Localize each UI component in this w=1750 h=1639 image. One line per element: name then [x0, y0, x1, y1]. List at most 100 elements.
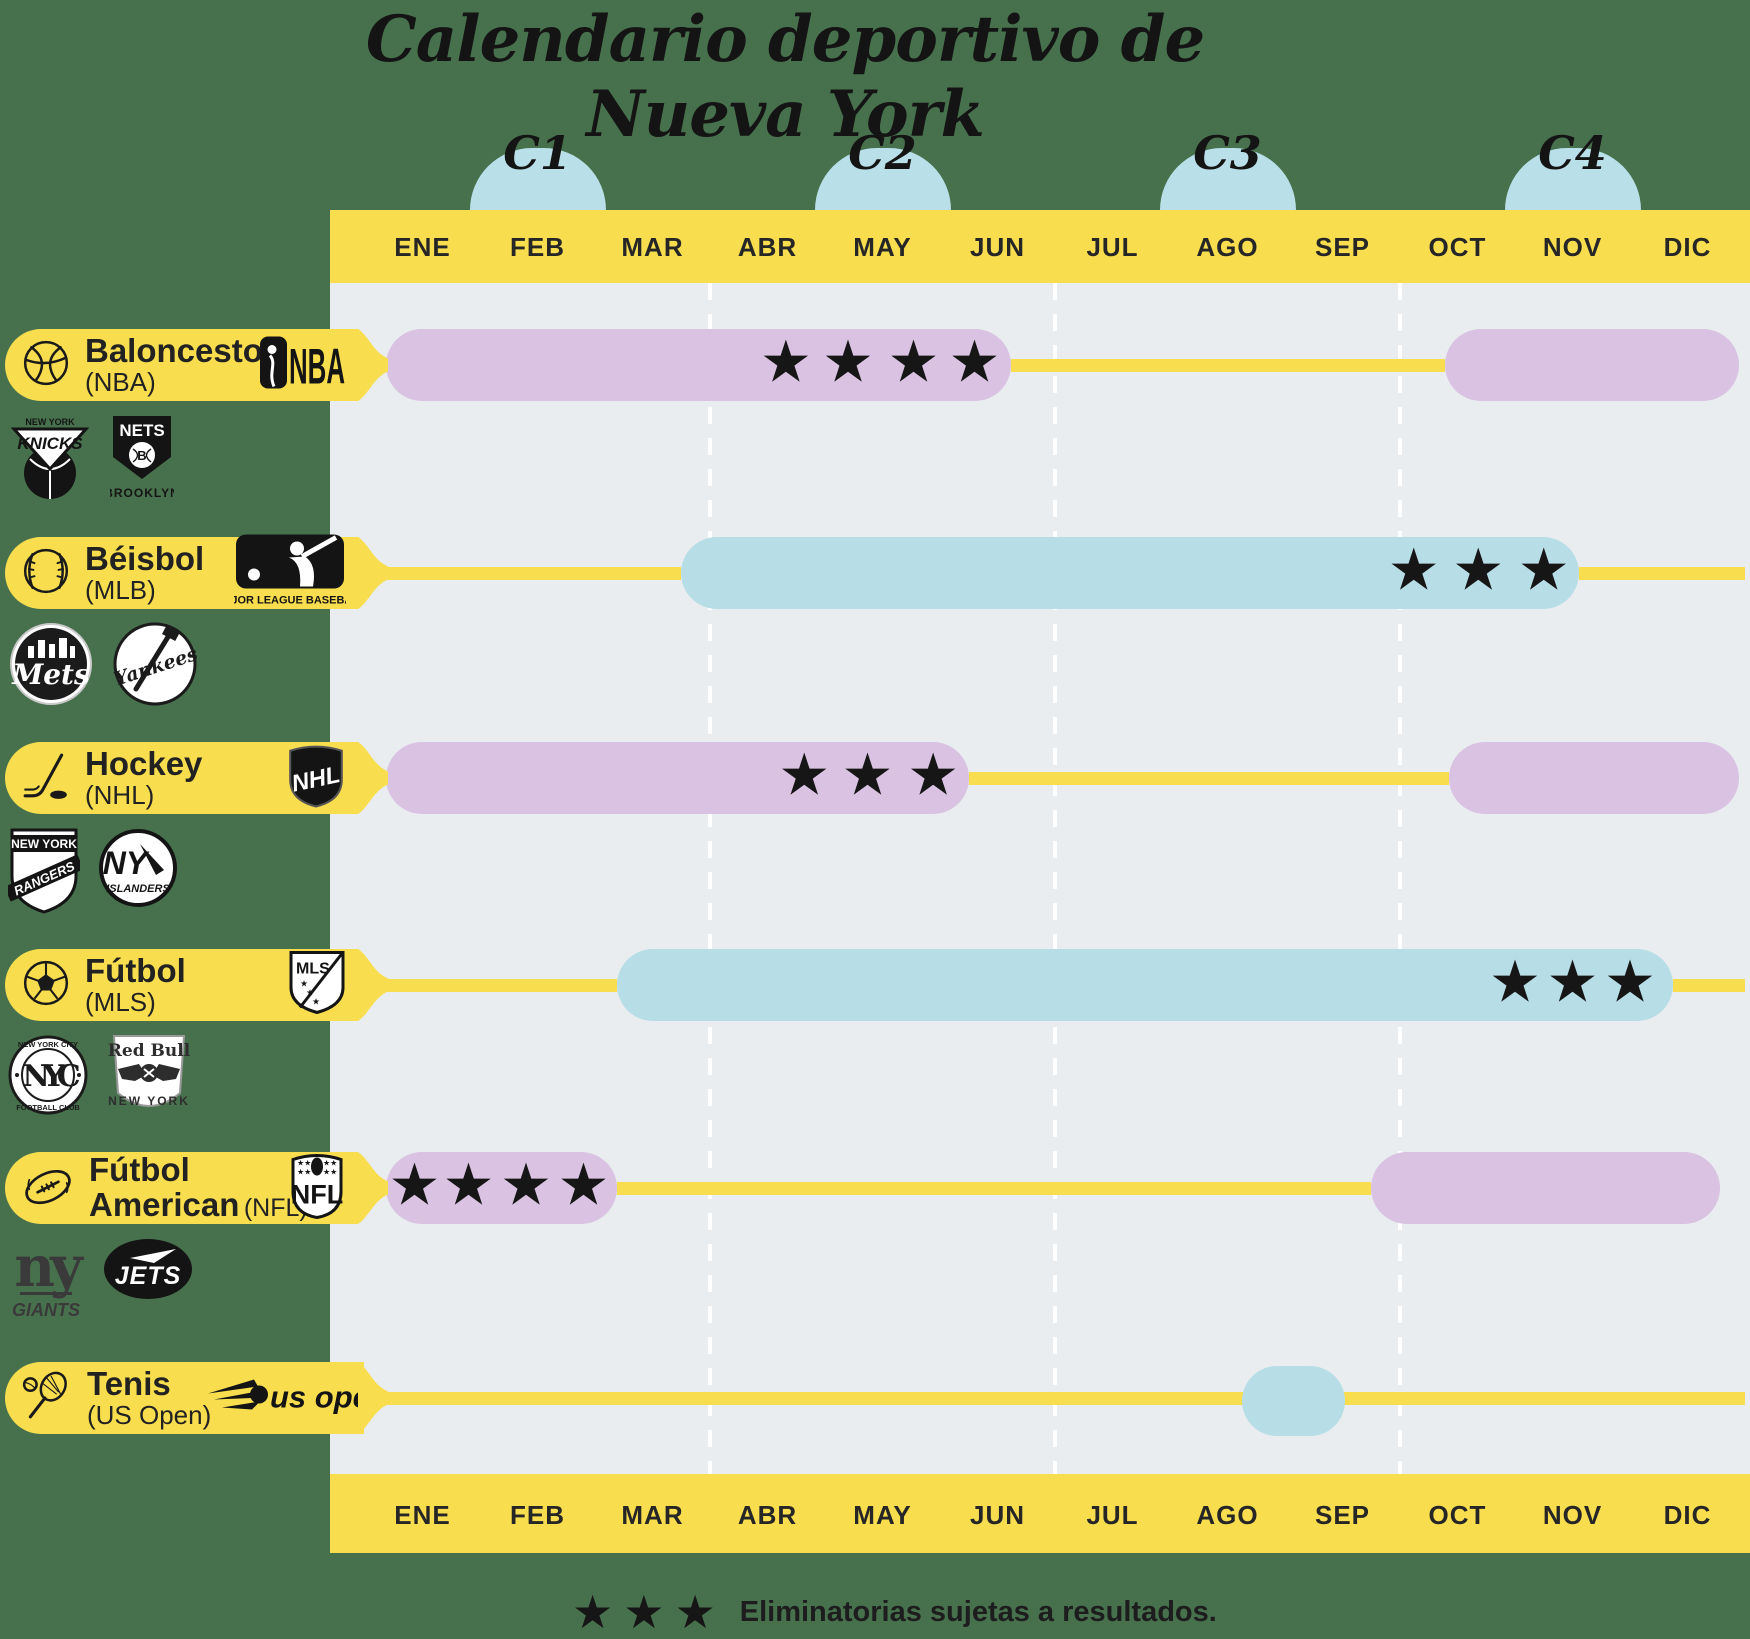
- season-line-baloncesto: [1011, 358, 1445, 372]
- season-line-futbol: [385, 978, 617, 992]
- sport-league-abbr: (US Open): [87, 1399, 212, 1430]
- month-label-OCT: OCT: [1428, 1500, 1487, 1530]
- page-title: Calendario deportivo de Nueva York: [365, 2, 1205, 152]
- sport-league-abbr: (NHL): [85, 779, 155, 810]
- sport-label-text: Béisbol (MLB): [85, 540, 205, 604]
- playoff-star-icon: ★: [442, 1152, 495, 1218]
- playoff-star-icon: ★: [500, 1152, 552, 1218]
- playoff-star-icon: ★: [887, 329, 940, 395]
- month-label-DIC: DIC: [1663, 1500, 1712, 1530]
- playoff-star-icon: ★: [388, 1152, 441, 1218]
- sport-label-text: Fútbol American (NFL): [89, 1153, 308, 1222]
- playoff-star-icon: ★: [841, 742, 894, 808]
- sport-league-abbr: (NBA): [85, 366, 156, 397]
- svg-text:NBA: NBA: [289, 339, 345, 391]
- sport-name: Hockey: [85, 745, 203, 783]
- giants-logo: ny GIANTS: [8, 1234, 89, 1331]
- sport-label-baloncesto: Baloncesto (NBA) NBA: [5, 329, 358, 401]
- label-connector: [358, 1152, 388, 1224]
- sport-label-futbol: Fútbol (MLS) MLS ★ ★ ★: [5, 949, 358, 1021]
- month-label-OCT: OCT: [1428, 232, 1487, 262]
- playoff-star-icon: ★: [907, 742, 960, 808]
- quarter-label-C1: C1: [503, 126, 572, 180]
- quarter-divider: [708, 283, 712, 1474]
- month-label-JUN: JUN: [969, 1500, 1026, 1530]
- season-line-beisbol: [1579, 566, 1745, 580]
- team-logos-beisbol: Mets Yankees: [8, 621, 238, 717]
- svg-text:NETS: NETS: [119, 421, 164, 440]
- svg-text:ISLANDERS: ISLANDERS: [106, 883, 170, 895]
- playoff-star-icon: ★: [1604, 949, 1656, 1015]
- month-label-AGO: AGO: [1196, 1500, 1259, 1530]
- svg-text:MAJOR LEAGUE BASEBALL: MAJOR LEAGUE BASEBALL: [234, 595, 346, 607]
- month-label-JUL: JUL: [1086, 1500, 1139, 1530]
- soccer-ball-icon: [21, 958, 71, 1013]
- mets-logo: Mets: [8, 621, 94, 712]
- team-logos-futbol-americano: ny GIANTS JETS: [8, 1234, 238, 1332]
- playoff-star-icon: ★: [557, 1152, 610, 1218]
- month-label-JUL: JUL: [1086, 232, 1139, 262]
- month-label-ENE: ENE: [394, 1500, 451, 1530]
- rangers-logo: NEW YORK RANGERS: [4, 826, 84, 921]
- season-bar-hockey: [1449, 742, 1740, 814]
- season-bar-tenis: [1242, 1366, 1345, 1436]
- svg-text:NY: NY: [103, 845, 150, 881]
- sport-label-futbol-americano: Fútbol American (NFL) ★★ ★★ ★★ ★★ NFL: [5, 1152, 358, 1224]
- svg-text:NEW YORK CITY: NEW YORK CITY: [18, 1040, 78, 1049]
- mls-logo: MLS ★ ★ ★: [288, 950, 346, 1021]
- legend-text: Eliminatorias sujetas a resultados.: [739, 1595, 1217, 1628]
- playoff-star-icon: ★: [948, 329, 1001, 395]
- mlb-logo: MAJOR LEAGUE BASEBALL: [214, 533, 366, 614]
- month-label-FEB: FEB: [510, 1500, 565, 1530]
- season-bar-baloncesto: [1444, 329, 1740, 401]
- sport-name: Tenis: [87, 1365, 171, 1403]
- nba-logo: NBA: [260, 335, 346, 396]
- playoff-star-icon: ★: [1517, 537, 1570, 603]
- month-label-NOV: NOV: [1542, 232, 1603, 262]
- month-label-SEP: SEP: [1314, 1500, 1371, 1530]
- nycfc-logo: NEW YORK CITY FOOTBALL CLUB NYC: [8, 1033, 88, 1122]
- label-connector: [358, 949, 388, 1021]
- season-bar-futbol: [616, 949, 1673, 1021]
- season-bar-beisbol: [681, 537, 1580, 609]
- season-line-futbol-americano: [616, 1181, 1372, 1195]
- legend-star-icon: ★: [572, 1586, 614, 1638]
- playoff-star-icon: ★: [1546, 949, 1599, 1015]
- month-label-ABR: ABR: [737, 1500, 798, 1530]
- quarter-label-C4: C4: [1538, 126, 1607, 180]
- sport-label-tenis: Tenis(US Open) us open: [5, 1362, 389, 1434]
- sport-name: Fútbol: [85, 952, 186, 990]
- season-bar-futbol-americano: [1371, 1152, 1720, 1224]
- sport-name: Béisbol: [85, 540, 205, 578]
- svg-text:★★: ★★: [297, 1159, 311, 1168]
- playoff-star-icon: ★: [1387, 537, 1440, 603]
- sport-label-text: Baloncesto (NBA): [85, 332, 263, 397]
- sport-label-text: Fútbol (MLS): [85, 952, 186, 1016]
- svg-text:ny: ny: [14, 1236, 84, 1300]
- month-axis-top: ENE FEB MAR ABR MAY JUN JUL AGO SEP OCT NOV DIC: [330, 210, 1750, 283]
- svg-text:BROOKLYN: BROOKLYN: [110, 486, 174, 500]
- quarter-label-C2: C2: [848, 126, 917, 180]
- season-line-futbol: [1672, 978, 1745, 992]
- svg-text:FOOTBALL CLUB: FOOTBALL CLUB: [16, 1103, 80, 1112]
- svg-text:★: ★: [312, 997, 320, 1007]
- legend-star-icons: ★ ★ ★: [572, 1589, 726, 1635]
- month-label-AGO: AGO: [1196, 232, 1259, 262]
- month-label-ABR: ABR: [737, 232, 798, 262]
- svg-text:NEW YORK: NEW YORK: [108, 1094, 190, 1108]
- sport-name: Fútbol: [89, 1151, 190, 1189]
- season-line-tenis: [385, 1391, 1745, 1405]
- month-axis-bottom: ENE FEB MAR ABR MAY JUN JUL AGO SEP OCT NOV DIC: [330, 1474, 1750, 1553]
- svg-text:KNICKS: KNICKS: [17, 434, 83, 453]
- sport-label-beisbol: Béisbol(MLB) MAJOR LEAGUE BASEBALL: [5, 534, 366, 609]
- playoff-star-icon: ★: [1489, 949, 1541, 1015]
- svg-text:★★: ★★: [323, 1159, 337, 1168]
- svg-text:NFL: NFL: [291, 1180, 343, 1210]
- svg-text:★★: ★★: [323, 1168, 337, 1177]
- quarter-divider: [1398, 283, 1402, 1474]
- svg-text:★: ★: [306, 988, 314, 998]
- sport-name: Baloncesto: [85, 332, 263, 370]
- label-connector: [358, 329, 388, 401]
- nhl-logo: NHL: [286, 743, 346, 814]
